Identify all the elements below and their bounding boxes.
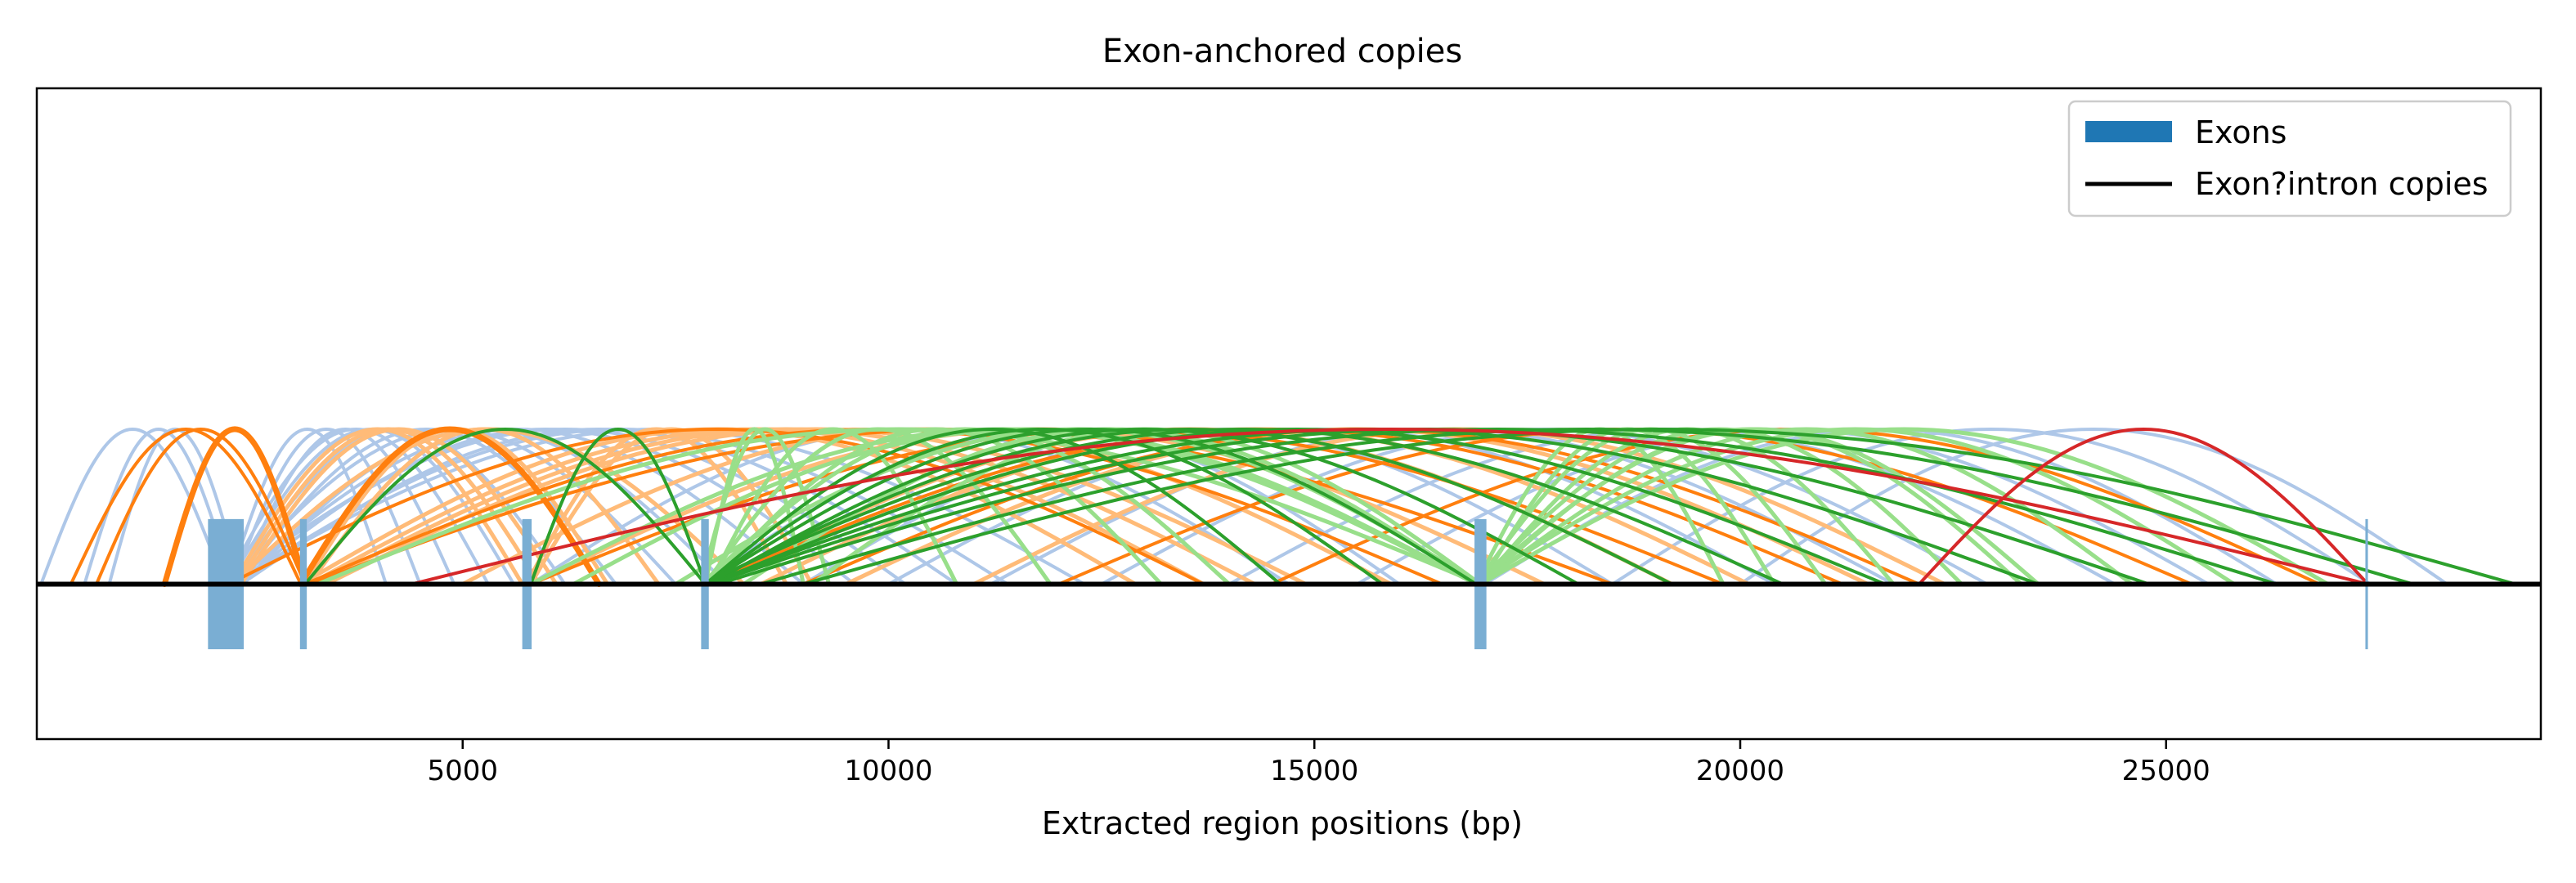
copy-arc bbox=[703, 427, 1479, 586]
legend-swatch-exons bbox=[2085, 121, 2172, 142]
chart-title: Exon-anchored copies bbox=[1102, 33, 1462, 70]
x-tick-label: 10000 bbox=[844, 755, 932, 787]
legend: Exons Exon?intron copies bbox=[2067, 100, 2512, 217]
x-tick-label: 20000 bbox=[1696, 755, 1784, 787]
legend-box bbox=[2067, 100, 2512, 217]
copy-arc bbox=[699, 427, 1785, 586]
x-tick-label: 5000 bbox=[427, 755, 498, 787]
copy-arc bbox=[703, 427, 1674, 586]
copy-arc bbox=[410, 427, 2370, 586]
copy-arc bbox=[707, 427, 1581, 586]
legend-label-exons: Exons bbox=[2195, 114, 2287, 150]
copy-arc bbox=[298, 426, 602, 587]
copy-arc bbox=[707, 427, 959, 586]
copy-arc bbox=[1610, 427, 2372, 586]
copy-arc bbox=[1478, 427, 2331, 586]
copy-arc bbox=[239, 427, 559, 586]
copy-arc bbox=[1478, 427, 2134, 586]
copy-arc bbox=[94, 427, 307, 586]
copy-arc bbox=[529, 427, 707, 586]
copy-arc bbox=[1474, 427, 2041, 586]
copy-arc bbox=[1738, 427, 2449, 586]
x-tick-label: 15000 bbox=[1270, 755, 1358, 787]
arc-layer bbox=[39, 426, 2517, 587]
copy-arc bbox=[801, 427, 2517, 586]
x-axis: 5000 10000 15000 20000 25000 bbox=[427, 739, 2210, 787]
x-tick-label: 25000 bbox=[2122, 755, 2210, 787]
legend-label-copies: Exon?intron copies bbox=[2195, 166, 2488, 202]
copy-arc bbox=[39, 427, 227, 586]
x-axis-label: Extracted region positions (bp) bbox=[1042, 805, 1523, 841]
copy-arc bbox=[703, 427, 1384, 586]
copy-arc bbox=[703, 427, 1282, 586]
copy-arc bbox=[716, 427, 2279, 586]
copy-arc bbox=[707, 427, 1887, 586]
copy-arc bbox=[316, 427, 1483, 586]
copy-arc bbox=[69, 427, 303, 586]
copy-arc bbox=[303, 427, 707, 586]
copy-arc bbox=[235, 427, 618, 586]
copy-arc bbox=[1917, 427, 2370, 586]
plot-frame bbox=[35, 87, 2542, 741]
copy-arc bbox=[161, 426, 308, 587]
